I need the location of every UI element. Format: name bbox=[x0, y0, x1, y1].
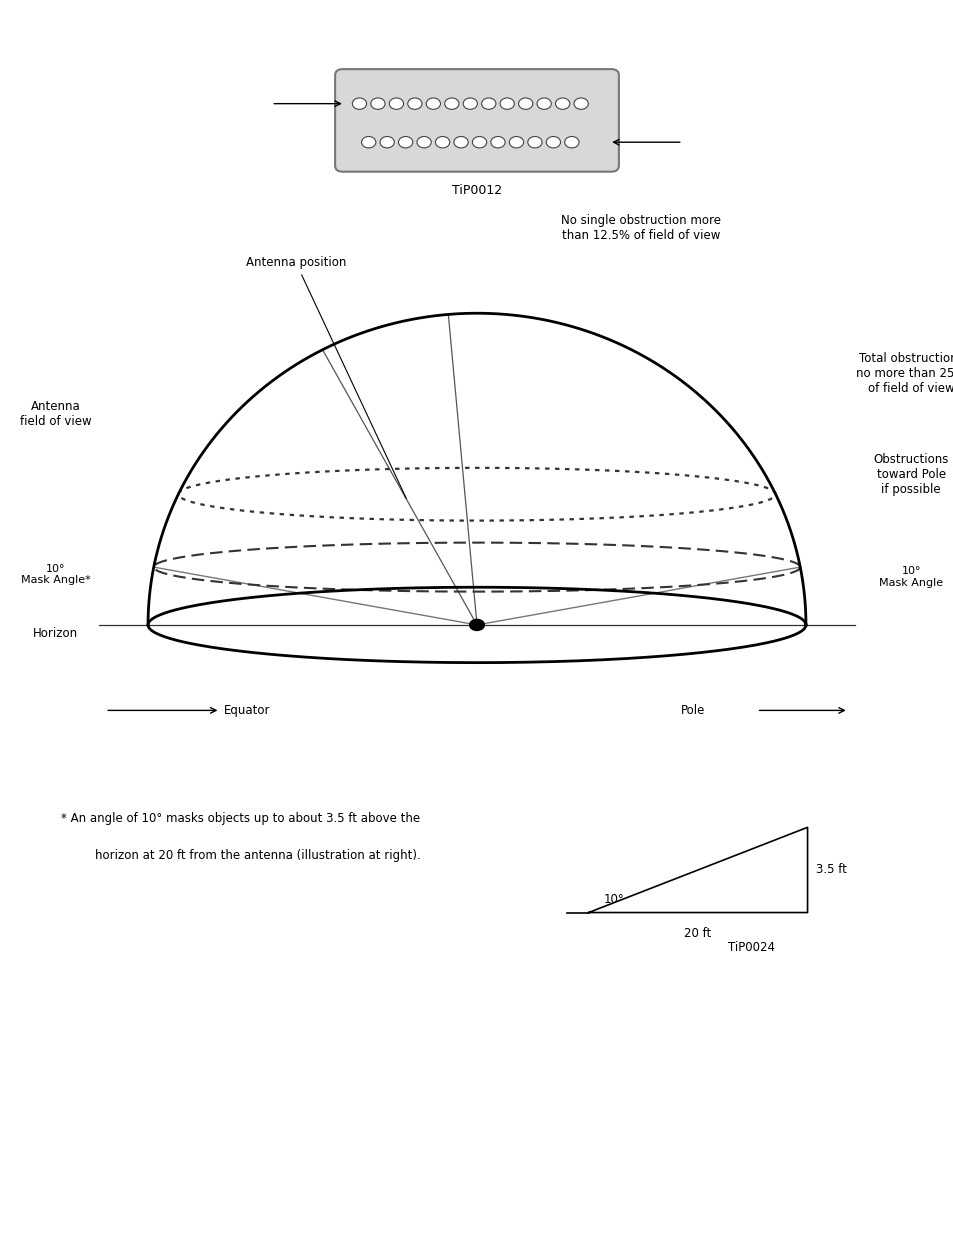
Circle shape bbox=[454, 137, 468, 148]
Circle shape bbox=[444, 98, 458, 110]
Text: 10°
Mask Angle*: 10° Mask Angle* bbox=[21, 564, 91, 585]
Circle shape bbox=[518, 98, 533, 110]
FancyBboxPatch shape bbox=[335, 69, 618, 172]
Circle shape bbox=[499, 98, 514, 110]
Circle shape bbox=[509, 137, 523, 148]
Text: Total obstructions
no more than 25%
of field of view: Total obstructions no more than 25% of f… bbox=[856, 352, 953, 395]
Text: Obstructions
toward Pole
if possible: Obstructions toward Pole if possible bbox=[873, 452, 948, 495]
Text: 3.5 ft: 3.5 ft bbox=[815, 863, 846, 877]
Circle shape bbox=[361, 137, 375, 148]
Text: horizon at 20 ft from the antenna (illustration at right).: horizon at 20 ft from the antenna (illus… bbox=[95, 850, 420, 862]
Circle shape bbox=[555, 98, 569, 110]
Text: * An angle of 10° masks objects up to about 3.5 ft above the: * An angle of 10° masks objects up to ab… bbox=[61, 813, 419, 825]
Text: Equator: Equator bbox=[223, 704, 270, 716]
Text: 10°: 10° bbox=[603, 893, 624, 905]
Circle shape bbox=[527, 137, 541, 148]
Circle shape bbox=[462, 98, 476, 110]
Circle shape bbox=[564, 137, 578, 148]
Text: Pole: Pole bbox=[680, 704, 704, 716]
Circle shape bbox=[472, 137, 486, 148]
Text: No single obstruction more
than 12.5% of field of view: No single obstruction more than 12.5% of… bbox=[561, 214, 720, 242]
Circle shape bbox=[537, 98, 551, 110]
Circle shape bbox=[491, 137, 504, 148]
Circle shape bbox=[407, 98, 421, 110]
Ellipse shape bbox=[469, 620, 484, 630]
Circle shape bbox=[481, 98, 496, 110]
Circle shape bbox=[379, 137, 394, 148]
Text: 20 ft: 20 ft bbox=[683, 926, 711, 940]
Circle shape bbox=[546, 137, 560, 148]
Circle shape bbox=[352, 98, 366, 110]
Circle shape bbox=[371, 98, 385, 110]
Text: TiP0012: TiP0012 bbox=[452, 184, 501, 198]
Text: Horizon: Horizon bbox=[33, 627, 78, 641]
Text: Antenna
field of view: Antenna field of view bbox=[20, 400, 91, 427]
Text: 10°
Mask Angle: 10° Mask Angle bbox=[879, 567, 943, 588]
Circle shape bbox=[398, 137, 413, 148]
Text: TiP0024: TiP0024 bbox=[727, 941, 775, 953]
Circle shape bbox=[416, 137, 431, 148]
Text: Antenna position: Antenna position bbox=[246, 257, 406, 499]
Circle shape bbox=[574, 98, 588, 110]
Circle shape bbox=[435, 137, 449, 148]
Circle shape bbox=[426, 98, 440, 110]
Circle shape bbox=[389, 98, 403, 110]
